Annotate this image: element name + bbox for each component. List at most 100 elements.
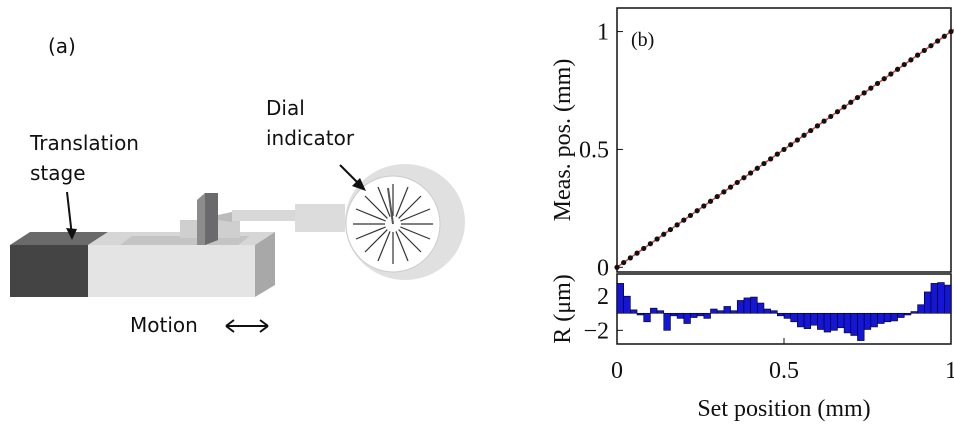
- data-point: [654, 236, 660, 242]
- bar: [750, 296, 758, 314]
- bar: [636, 312, 645, 316]
- bar: [930, 283, 938, 314]
- data-point: [754, 165, 760, 171]
- bar: [837, 312, 845, 329]
- bar: [756, 302, 765, 314]
- data-point: [734, 179, 740, 186]
- data-point: [701, 203, 707, 209]
- bar: [877, 312, 885, 324]
- panel-label: (b): [631, 29, 654, 51]
- data-point: [727, 184, 734, 190]
- plot-frame: [616, 7, 952, 273]
- data-point: [647, 241, 654, 247]
- data-point: [674, 222, 680, 228]
- data-point: [915, 52, 921, 58]
- bar: [883, 312, 892, 323]
- data-point: [881, 76, 887, 82]
- bar: [903, 312, 912, 316]
- bar: [616, 283, 624, 314]
- data-point: [808, 127, 814, 134]
- bar: [870, 312, 878, 328]
- bar: [716, 310, 725, 314]
- data-point: [774, 151, 780, 157]
- bar: [663, 312, 671, 331]
- bar: [944, 284, 952, 314]
- bar: [763, 308, 771, 314]
- bar: [797, 312, 805, 328]
- carriage: [88, 245, 255, 297]
- data-point: [834, 109, 841, 115]
- data-point: [714, 193, 720, 200]
- tip: [218, 212, 232, 222]
- rod: [232, 210, 297, 221]
- panel-label: (a): [48, 34, 76, 58]
- y-tick-label: −2: [583, 318, 609, 344]
- bar: [650, 307, 658, 314]
- bar: [723, 306, 731, 314]
- data-point: [781, 146, 787, 153]
- y-axis-label: R (μm): [550, 274, 576, 344]
- dial-label: indicator: [266, 126, 355, 150]
- bar: [710, 308, 718, 314]
- data-point: [788, 142, 794, 148]
- bar: [850, 312, 858, 336]
- bar: [643, 312, 651, 323]
- bar: [790, 312, 798, 323]
- data-point: [854, 94, 861, 101]
- bar: [690, 312, 698, 318]
- arrowhead: [66, 228, 77, 240]
- bar: [670, 312, 678, 317]
- data-point: [861, 90, 867, 96]
- bar: [803, 312, 812, 329]
- data-point: [687, 212, 694, 219]
- bar: [683, 312, 691, 324]
- y-axis-label: Meas. pos. (mm): [550, 59, 576, 222]
- bar: [696, 312, 705, 317]
- bar: [736, 300, 745, 314]
- bar: [676, 312, 685, 319]
- bar: [923, 291, 932, 314]
- data-point: [828, 113, 834, 120]
- data-point: [894, 66, 901, 72]
- y-tick-label: 0: [597, 255, 609, 281]
- stage-block: [10, 245, 88, 297]
- bar: [743, 297, 751, 314]
- data-point: [667, 226, 674, 233]
- data-point: [841, 104, 847, 110]
- stage-block-top: [10, 232, 108, 245]
- data-point: [621, 259, 627, 266]
- bar: [810, 312, 818, 326]
- bar: [910, 311, 918, 314]
- data-point: [935, 38, 941, 44]
- data-point: [741, 175, 747, 181]
- bar: [917, 304, 925, 314]
- data-point: [761, 160, 767, 167]
- data-point: [821, 118, 827, 124]
- bar: [863, 312, 872, 330]
- bar: [783, 312, 791, 319]
- plot-frame: [616, 273, 952, 345]
- carriage-side: [255, 232, 275, 297]
- data-point: [888, 71, 894, 77]
- bar: [830, 312, 838, 331]
- data-point: [814, 123, 821, 129]
- dial-needle: [387, 187, 394, 225]
- bar: [730, 310, 738, 314]
- arrowhead: [352, 178, 366, 191]
- stage-label: stage: [30, 161, 86, 185]
- data-point: [661, 231, 667, 237]
- bar: [890, 312, 898, 322]
- data-point: [634, 250, 640, 256]
- data-point: [614, 264, 620, 270]
- bar: [656, 310, 665, 314]
- data-point: [801, 132, 807, 138]
- x-tick-label: 1: [945, 358, 954, 384]
- data-point: [948, 28, 954, 35]
- data-point: [908, 57, 914, 63]
- bar: [843, 312, 852, 334]
- bar: [817, 312, 825, 330]
- data-point: [928, 43, 934, 49]
- data-point: [721, 189, 727, 195]
